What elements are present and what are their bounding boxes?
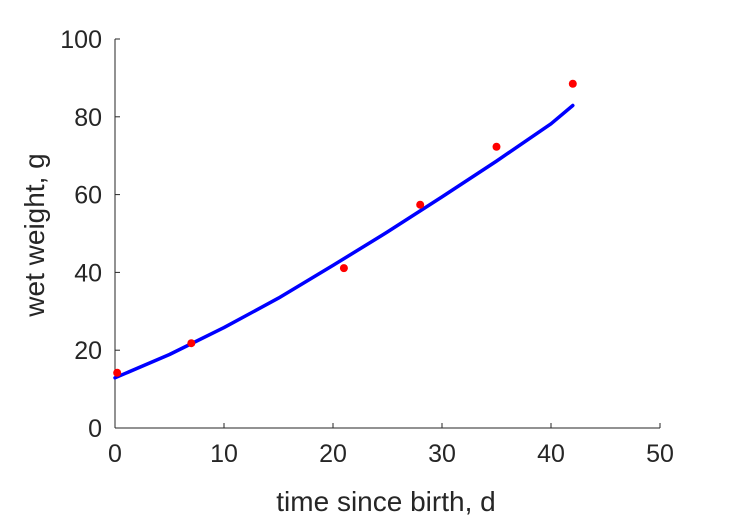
data-point <box>568 79 577 88</box>
data-point <box>416 200 425 209</box>
y-ticks: 0 20 40 60 80 100 <box>60 26 120 443</box>
x-tick-label: 30 <box>428 440 456 468</box>
data-point <box>492 142 501 151</box>
x-tick-label: 50 <box>646 440 674 468</box>
x-tick-label: 40 <box>537 440 565 468</box>
data-point <box>339 264 348 273</box>
y-axis-label: wet weight, g <box>19 153 50 317</box>
y-tick-label: 80 <box>74 104 102 132</box>
x-ticks: 0 10 20 30 40 50 <box>108 423 674 468</box>
x-tick-label: 20 <box>319 440 347 468</box>
x-tick-label: 0 <box>108 440 122 468</box>
y-tick-label: 0 <box>88 415 102 443</box>
y-tick-label: 60 <box>74 182 102 210</box>
y-tick-label: 100 <box>60 26 102 54</box>
y-tick-label: 40 <box>74 259 102 287</box>
data-point <box>113 368 122 377</box>
data-point <box>187 339 196 348</box>
x-tick-label: 10 <box>210 440 238 468</box>
y-tick-label: 20 <box>74 337 102 365</box>
x-axis-label: time since birth, d <box>276 486 495 517</box>
series-layer <box>113 79 577 380</box>
fit-curve-line <box>113 103 575 380</box>
axes <box>114 39 660 429</box>
